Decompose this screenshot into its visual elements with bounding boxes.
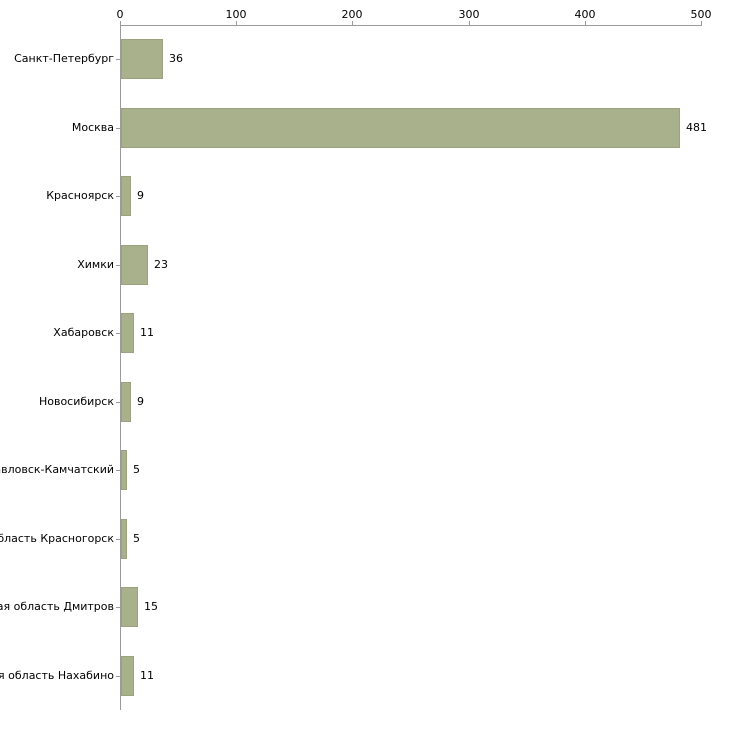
y-axis-tick (116, 265, 120, 266)
bar (121, 519, 127, 559)
y-axis-tick (116, 539, 120, 540)
value-label: 23 (154, 258, 168, 271)
x-axis-tick-label: 0 (116, 8, 124, 21)
x-axis-tick (469, 21, 470, 25)
x-axis-tick-label: 400 (574, 8, 596, 21)
value-label: 15 (144, 600, 158, 613)
value-label: 5 (133, 532, 140, 545)
x-axis-tick (701, 21, 702, 25)
value-label: 36 (169, 52, 183, 65)
x-axis-tick-label: 300 (458, 8, 480, 21)
value-label: 481 (686, 121, 707, 134)
y-axis-tick (116, 402, 120, 403)
x-axis-tick (120, 21, 121, 25)
value-label: 9 (137, 395, 144, 408)
category-label: Санкт-Петербург (14, 52, 114, 65)
x-axis-tick-label: 500 (690, 8, 712, 21)
bar (121, 450, 127, 490)
value-label: 11 (140, 669, 154, 682)
bar (121, 587, 138, 627)
bar (121, 39, 163, 79)
value-label: 9 (137, 189, 144, 202)
y-axis-tick (116, 470, 120, 471)
x-axis-tick (236, 21, 237, 25)
category-label: ая область Нахабино (0, 669, 114, 682)
bar (121, 245, 148, 285)
x-axis-tick (352, 21, 353, 25)
y-axis-tick (116, 333, 120, 334)
category-label: Химки (77, 258, 114, 271)
category-label: Хабаровск (53, 326, 114, 339)
y-axis-tick (116, 196, 120, 197)
y-axis-tick (116, 607, 120, 608)
bar (121, 108, 680, 148)
y-axis-line (120, 25, 121, 710)
x-axis-tick-label: 100 (225, 8, 247, 21)
category-label: область Красногорск (0, 532, 114, 545)
category-label: Новосибирск (38, 395, 114, 408)
bar (121, 656, 134, 696)
bar (121, 382, 131, 422)
y-axis-tick (116, 59, 120, 60)
x-axis-tick-label: 200 (341, 8, 363, 21)
category-label: Москва (71, 121, 114, 134)
x-axis-tick (585, 21, 586, 25)
x-axis-line (120, 25, 702, 26)
y-axis-tick (116, 128, 120, 129)
category-label: павловск-Камчатский (0, 463, 114, 476)
value-label: 11 (140, 326, 154, 339)
category-label: кая область Дмитров (0, 600, 114, 613)
bar (121, 313, 134, 353)
bar (121, 176, 131, 216)
category-label: Красноярск (46, 189, 114, 202)
y-axis-tick (116, 676, 120, 677)
value-label: 5 (133, 463, 140, 476)
